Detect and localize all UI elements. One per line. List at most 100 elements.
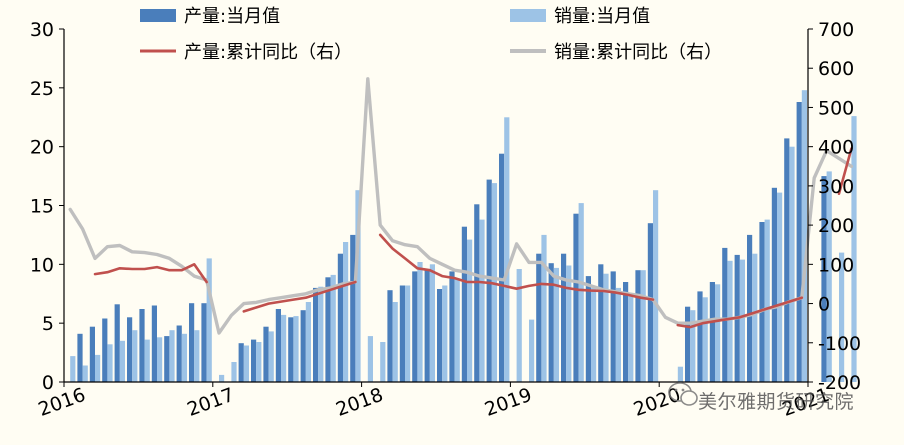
sales-monthly-bar	[367, 336, 373, 382]
sales-monthly-bar	[640, 270, 646, 382]
production-monthly-bar	[499, 153, 505, 382]
left-axis-tick-label: 30	[30, 19, 54, 41]
sales-monthly-bar	[653, 190, 659, 382]
sales-monthly-bar	[132, 330, 138, 382]
production-monthly-bar	[189, 303, 195, 382]
production-monthly-bar	[325, 277, 331, 382]
production-monthly-bar	[263, 326, 269, 382]
sales-monthly-bar	[615, 287, 621, 382]
production-monthly-bar	[610, 271, 616, 382]
production-monthly-bar	[151, 305, 157, 382]
production-monthly-bar	[238, 343, 244, 382]
sales-monthly-bar	[305, 302, 311, 382]
production-monthly-bar	[635, 270, 641, 382]
sales-monthly-bar	[144, 339, 150, 382]
sales-monthly-bar	[231, 362, 237, 382]
sales-monthly-bar	[702, 297, 708, 382]
right-axis-tick-label: 400	[818, 137, 854, 159]
sales-monthly-bar	[392, 302, 398, 382]
production-yoy-line	[93, 147, 853, 329]
production-monthly-bar	[437, 289, 443, 382]
bars-layer	[70, 90, 857, 383]
wechat-icon	[668, 382, 698, 406]
production-monthly-bar	[796, 102, 802, 382]
sales-monthly-bar	[330, 274, 336, 382]
sales-monthly-bar	[690, 310, 696, 382]
left-axis-tick-label: 25	[30, 78, 54, 100]
sales-monthly-bar	[268, 331, 274, 382]
production-monthly-bar	[474, 204, 480, 382]
sales-monthly-bar	[429, 264, 435, 382]
production-monthly-bar	[412, 271, 418, 382]
production-monthly-bar	[251, 339, 257, 382]
left-axis-tick-label: 0	[42, 372, 54, 394]
production-monthly-bar	[709, 282, 715, 382]
sales-monthly-bar	[727, 260, 733, 382]
sales-monthly-bar	[566, 265, 572, 382]
production-monthly-bar	[784, 138, 790, 382]
production-monthly-bar	[771, 187, 777, 382]
production-monthly-bar	[685, 306, 691, 382]
sales-monthly-bar	[181, 333, 187, 382]
right-axis-tick-label: 500	[818, 97, 854, 119]
sales-monthly-bar	[243, 345, 249, 382]
legend-label: 销量:当月值	[554, 6, 650, 27]
right-axis-tick-label: 700	[818, 19, 854, 41]
lines-layer	[68, 77, 854, 335]
right-axis-tick-label: 100	[818, 254, 854, 276]
sales-monthly-bar	[777, 192, 783, 382]
production-monthly-bar	[288, 317, 294, 382]
right-axis-tick-label: 0	[818, 294, 830, 316]
production-monthly-bar	[127, 317, 133, 382]
sales-monthly-bar	[764, 219, 770, 382]
production-monthly-bar	[561, 253, 567, 382]
production-monthly-bar	[461, 226, 467, 382]
legend-swatch	[140, 9, 176, 22]
sales-monthly-bar	[529, 319, 535, 382]
sales-monthly-bar	[578, 203, 584, 382]
sales-monthly-bar	[70, 356, 76, 382]
production-monthly-bar	[821, 176, 827, 382]
sales-monthly-bar	[355, 190, 361, 382]
production-monthly-bar	[585, 276, 591, 382]
sales-monthly-bar	[219, 374, 225, 382]
production-monthly-bar	[89, 326, 95, 382]
production-monthly-bar	[399, 285, 405, 382]
x-axis-tick-label: 2019	[482, 384, 535, 421]
production-monthly-bar	[176, 325, 182, 382]
sales-monthly-bar	[591, 287, 597, 382]
x-axis-tick-label: 2017	[184, 384, 237, 421]
sales-monthly-bar	[107, 344, 113, 382]
production-monthly-bar	[598, 264, 604, 382]
production-monthly-bar	[102, 318, 108, 382]
production-monthly-bar	[722, 247, 728, 382]
sales-monthly-bar	[95, 354, 101, 382]
sales-monthly-bar	[194, 330, 200, 382]
sales-monthly-bar	[479, 219, 485, 382]
production-monthly-bar	[387, 290, 393, 382]
sales-monthly-bar	[789, 146, 795, 382]
production-monthly-bar	[486, 179, 492, 382]
right-axis-tick-label: 300	[818, 176, 854, 198]
sales-monthly-bar	[826, 171, 832, 382]
sales-monthly-bar	[119, 340, 125, 382]
production-monthly-bar	[449, 271, 455, 382]
right-axis-tick-label: -100	[818, 333, 861, 355]
sales-monthly-bar	[293, 316, 299, 382]
left-axis-tick-label: 15	[30, 196, 54, 218]
sales-monthly-bar	[417, 262, 423, 382]
sales-monthly-bar	[739, 259, 745, 382]
production-monthly-bar	[313, 287, 319, 382]
production-monthly-bar	[275, 309, 281, 382]
left-axis-tick-label: 5	[42, 313, 54, 335]
production-monthly-bar	[201, 303, 207, 382]
sales-monthly-bar	[256, 342, 262, 382]
sales-monthly-bar	[169, 330, 175, 382]
sales-monthly-bar	[752, 253, 758, 382]
legend-label: 销量:累计同比（右）	[554, 42, 722, 63]
sales-monthly-bar	[628, 293, 634, 383]
production-monthly-bar	[747, 234, 753, 382]
